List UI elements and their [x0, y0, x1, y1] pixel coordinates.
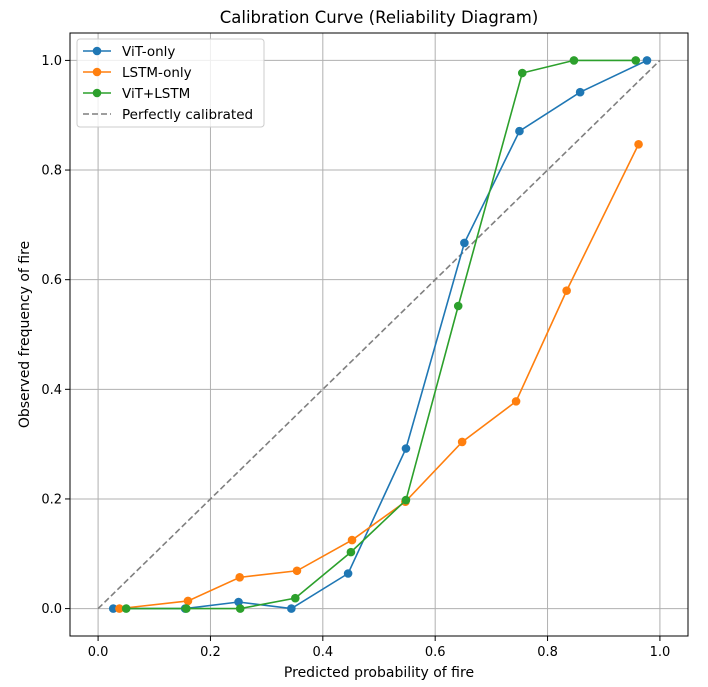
legend-label-lstm-only: LSTM-only [122, 65, 192, 81]
x-tick-label: 0.0 [88, 645, 109, 660]
series-vit-lstm [121, 56, 641, 613]
data-point-vit-lstm [346, 547, 356, 557]
x-tick-label: 0.4 [312, 645, 333, 660]
legend-marker-vit-lstm [92, 88, 102, 98]
legend-label-vit-lstm: ViT+LSTM [122, 86, 190, 102]
data-point-lstm-only [457, 437, 467, 447]
data-point-lstm-only [634, 139, 643, 149]
x-axis-label: Predicted probability of fire [284, 665, 474, 681]
grid [70, 33, 688, 636]
data-point-vit-lstm [517, 68, 527, 78]
legend-marker-lstm-only [92, 67, 102, 77]
series-line-perfectly-calibrated [97, 59, 661, 610]
series-line-vit-lstm [126, 59, 636, 610]
data-point-lstm-only [292, 566, 302, 576]
y-tick-label: 0.6 [41, 273, 62, 288]
series-line-vit-only [113, 59, 648, 610]
data-point-vit-lstm [401, 495, 411, 505]
series-perfectly-calibrated [97, 59, 661, 610]
y-tick-label: 0.0 [41, 602, 62, 617]
data-point-lstm-only [511, 397, 521, 406]
y-tick-label: 1.0 [41, 54, 62, 69]
data-point-vit-only [234, 597, 243, 607]
series-layer [97, 56, 661, 613]
legend: ViT-only LSTM-only ViT+LSTM Perfectly calib… [76, 38, 265, 128]
data-point-vit-only [460, 238, 469, 248]
data-point-vit-only [515, 126, 524, 136]
y-tick-label: 0.2 [41, 492, 62, 507]
data-point-lstm-only [347, 535, 357, 545]
y-axis-label: Observed frequency of fire [17, 241, 33, 428]
data-point-vit-only [575, 87, 585, 97]
plot-frame [69, 32, 689, 637]
data-point-vit-lstm [235, 604, 245, 613]
series-line-lstm-only [119, 143, 640, 610]
data-point-vit-lstm [290, 593, 300, 603]
chart-title: Calibration Curve (Reliability Diagram) [220, 8, 539, 27]
legend-box [76, 38, 265, 128]
data-point-lstm-only [183, 596, 193, 606]
x-tick-label: 1.0 [650, 645, 671, 660]
data-point-vit-lstm [181, 604, 191, 613]
x-tick-label: 0.8 [537, 645, 558, 660]
data-point-vit-only [642, 56, 652, 65]
legend-label-perfectly-calibrated: Perfectly calibrated [122, 107, 253, 123]
data-point-vit-only [287, 604, 296, 613]
data-point-vit-lstm [121, 604, 131, 613]
data-point-vit-only [401, 444, 411, 453]
data-point-vit-lstm [453, 301, 463, 311]
x-tick-label: 0.6 [425, 645, 446, 660]
y-tick-label: 0.4 [41, 383, 62, 398]
y-tick-label: 0.8 [41, 164, 62, 179]
series-lstm-only [115, 139, 643, 613]
data-point-vit-lstm [569, 56, 579, 65]
tick-layer: 0.0 0.2 0.4 0.6 0.8 1.0 0.0 0.2 0.4 0.6 0.8 1.0 [41, 54, 670, 660]
data-point-vit-only [343, 569, 353, 578]
data-point-lstm-only [562, 286, 571, 295]
x-tick-label: 0.2 [200, 645, 221, 660]
data-point-lstm-only [115, 604, 124, 613]
legend-label-vit-only: ViT-only [122, 44, 175, 60]
data-point-lstm-only [235, 573, 244, 582]
data-point-vit-lstm [631, 56, 641, 65]
legend-marker-vit-only [92, 46, 102, 56]
data-point-vit-only [108, 604, 118, 613]
